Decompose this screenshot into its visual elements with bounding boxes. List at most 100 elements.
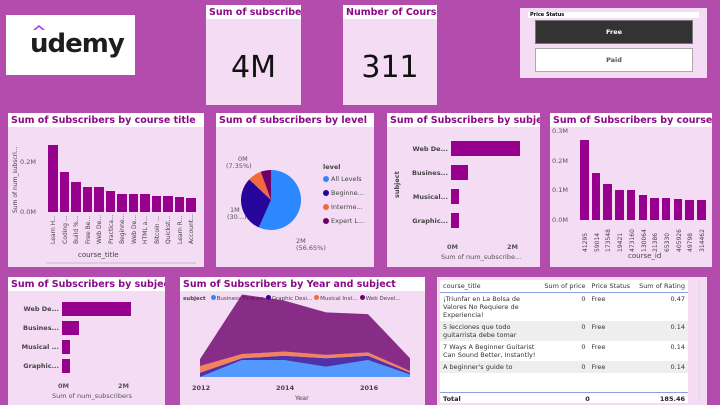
- table-row[interactable]: 7 Ways A Beginner Guitarist Can Sound Be…: [440, 341, 688, 361]
- x-tick-label: 2M: [507, 243, 518, 251]
- y-tick-label: 0.0M: [20, 208, 36, 216]
- table-cell: 0.14: [670, 343, 685, 351]
- y-tick-label: Busines...: [23, 324, 59, 332]
- bar: [685, 200, 694, 220]
- x-tick-label: Bitcoin ...: [153, 215, 161, 244]
- legend-label: Web Devel...: [365, 296, 401, 302]
- stream-series-0[interactable]: [200, 360, 410, 377]
- legend-label: Expert L...: [331, 217, 365, 225]
- stream-series-3[interactable]: [200, 294, 410, 372]
- col-sum-rating[interactable]: Sum of Rating: [639, 282, 685, 290]
- y-tick-label: Web De...: [23, 305, 59, 313]
- table-cell: 5 lecciones que todo guitarrista debe to…: [443, 323, 517, 339]
- table-row[interactable]: A beginner's guide to 0 Free 0.14: [440, 361, 688, 373]
- pie-data-label: 1M: [230, 206, 240, 214]
- legend-item[interactable]: Interme...: [323, 203, 364, 211]
- x-tick-label: Web De...: [96, 214, 103, 244]
- chart-subscribers-by-subject-2: Sum of Subscribers by subject Web De... B…: [8, 277, 165, 405]
- table-row[interactable]: ¡Triunfar en La Bolsa de Valores No Requ…: [440, 293, 688, 322]
- table-cell: 0: [581, 295, 586, 303]
- legend-dot-icon: [314, 295, 320, 300]
- legend-item[interactable]: All Levels: [323, 175, 364, 183]
- slicer-option-paid[interactable]: Paid: [535, 48, 693, 72]
- x-tick-label: 173548: [605, 229, 613, 252]
- kpi-sum-subscribers: Sum of subscribers 4M: [206, 5, 301, 105]
- pie-data-label: (56.65%): [296, 244, 326, 252]
- y-tick-label: Musical ...: [21, 343, 59, 351]
- legend-label: Beginne...: [331, 189, 364, 197]
- bar: [82, 187, 92, 212]
- x-tick-label: Web De...: [130, 214, 138, 244]
- bar: [62, 340, 71, 354]
- stream-series-1[interactable]: [200, 355, 410, 377]
- bar: [186, 197, 196, 212]
- pie-slice[interactable]: [260, 170, 271, 200]
- pie-data-label: (30...): [227, 213, 247, 221]
- col-course-title[interactable]: course_title: [443, 282, 481, 290]
- x-tick-label: 41295: [582, 232, 589, 252]
- y-tick-label: 0.1M: [552, 186, 568, 195]
- x-tick-label: 0M: [447, 243, 458, 251]
- table-total-row: Total 0 185.46: [440, 392, 688, 403]
- bar: [626, 190, 636, 220]
- table-cell: Free: [591, 363, 606, 371]
- bar: [697, 200, 706, 220]
- x-tick-label: Free Be...: [84, 215, 92, 244]
- col-sum-price[interactable]: Sum of price: [544, 282, 586, 290]
- bar: [62, 302, 131, 316]
- x-tick-label: 19421: [617, 232, 625, 252]
- x-tick-label: 405926: [675, 229, 683, 252]
- chart-subscribers-by-subject: Sum of Subscribers by subject subject We…: [387, 113, 540, 267]
- col-price-status[interactable]: Price Status: [591, 282, 631, 290]
- legend-dot-icon: [359, 295, 365, 300]
- y-tick-label: 0.0M: [552, 216, 568, 224]
- x-tick-label: 65330: [663, 232, 671, 252]
- bar: [451, 165, 468, 180]
- bar: [650, 198, 659, 220]
- stream-series-2[interactable]: [200, 351, 410, 373]
- legend-label: All Levels: [331, 175, 362, 183]
- legend-item[interactable]: Expert L...: [323, 217, 364, 225]
- x-tick-label: 2016: [360, 384, 379, 392]
- horizontal-scrollbar[interactable]: [46, 262, 196, 264]
- chart-subscribers-by-course-title: Sum of Subscribers by course title Sum o…: [8, 113, 204, 267]
- course-table: course_title Sum of price Price Status S…: [440, 280, 688, 403]
- bar: [117, 193, 127, 212]
- bar: [151, 195, 161, 212]
- x-tick-label: Beginne...: [119, 213, 126, 244]
- x-tick-label: Coding ...: [61, 215, 69, 244]
- table-cell: Free: [591, 323, 606, 331]
- y-tick-label: 0.2M: [20, 157, 36, 166]
- x-axis-title: Sum of num_subscribe...: [441, 253, 522, 261]
- x-tick-label: 49798: [687, 232, 695, 252]
- bar: [128, 193, 138, 212]
- course-table-visual: course_title Sum of price Price Status S…: [437, 277, 707, 405]
- x-tick-label: 2012: [192, 384, 210, 392]
- x-tick-label: Quickst...: [165, 215, 172, 244]
- table-row[interactable]: 5 lecciones que todo guitarrista debe to…: [440, 321, 688, 341]
- bar: [163, 195, 173, 212]
- bar: [580, 139, 589, 220]
- legend-item[interactable]: Beginne...: [323, 189, 364, 197]
- legend-dot-icon: [323, 176, 329, 182]
- legend-dot-icon: [323, 218, 329, 224]
- table-cell: 0: [581, 363, 586, 371]
- legend-dot-icon: [323, 204, 329, 210]
- bar: [174, 197, 184, 212]
- pie-slice[interactable]: [241, 179, 271, 228]
- legend-title: subject: [183, 296, 206, 302]
- slicer-option-free[interactable]: Free: [535, 20, 693, 44]
- bar: [451, 213, 459, 228]
- bar: [615, 190, 624, 220]
- bar: [451, 141, 520, 156]
- table-cell: 0.47: [670, 295, 685, 303]
- pie-slice[interactable]: [258, 170, 301, 230]
- pie-slice[interactable]: [249, 171, 271, 200]
- x-tick-label: Learn R...: [176, 215, 184, 244]
- x-tick-label: 59014: [593, 232, 601, 252]
- bar: [451, 189, 460, 204]
- pie-data-label: (7.35%): [226, 162, 252, 170]
- legend-label: Graphic Desi...: [271, 296, 313, 302]
- vertical-scrollbar[interactable]: [698, 281, 701, 401]
- pie-chart: 2M(56.65%) 1M(30...) 0M(7.35%): [226, 155, 326, 252]
